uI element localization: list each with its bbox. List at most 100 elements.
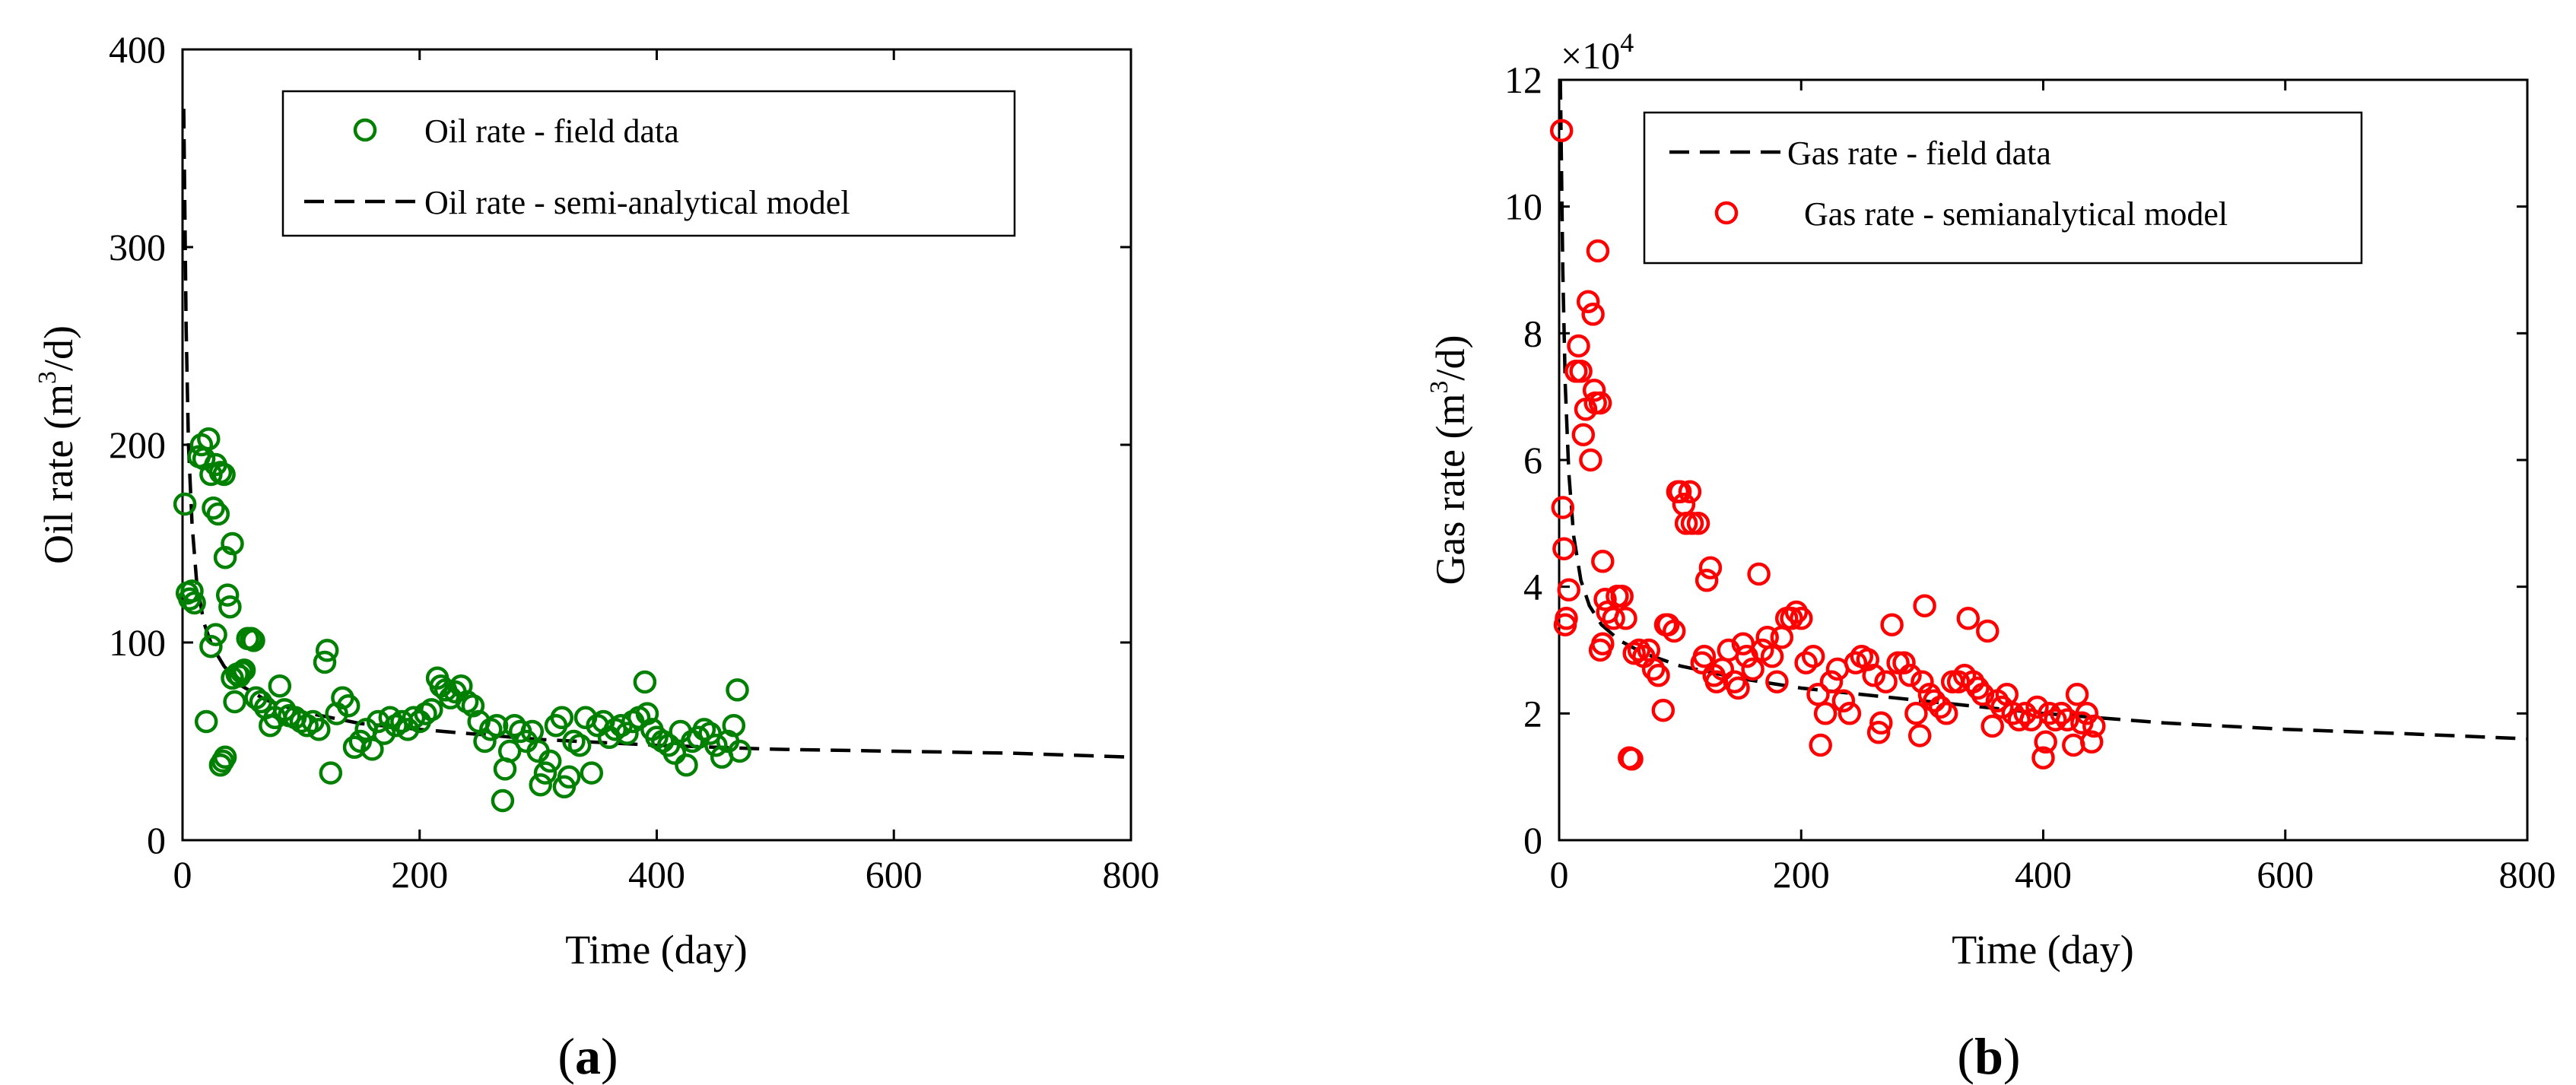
data-point-b-9 — [1571, 423, 1596, 446]
y-tick-label-a-3: 300 — [109, 226, 166, 268]
legend-marker-oil-field — [353, 118, 377, 142]
data-point-a-47 — [313, 650, 337, 674]
legend-label-gas-model: Gas rate - semianalytical model — [1804, 195, 2228, 233]
data-point-a-21 — [204, 623, 227, 646]
data-point-b-16 — [1586, 239, 1610, 263]
data-point-b-5 — [1557, 578, 1580, 602]
marks-a — [173, 108, 1132, 813]
y-tick-label-b-0: 0 — [1523, 819, 1542, 861]
data-point-b-14 — [1582, 379, 1606, 402]
data-point-b-113 — [2025, 695, 2049, 719]
legend-box-b — [1643, 111, 2363, 265]
data-point-b-70 — [1801, 645, 1825, 668]
data-point-b-81 — [1862, 664, 1885, 687]
data-point-b-110 — [2007, 708, 2031, 731]
data-point-a-6 — [189, 433, 214, 457]
data-point-b-49 — [1698, 556, 1723, 579]
legend-a: Oil rate - field data Oil rate - semi-an… — [281, 90, 1016, 237]
data-point-b-115 — [2034, 730, 2057, 754]
data-point-b-100 — [1956, 607, 1980, 630]
data-point-a-16 — [215, 583, 240, 607]
panel-a: 0 200 400 600 800 0 100 200 300 400 Time (day) Oi… — [33, 28, 1160, 1085]
data-point-b-121 — [2065, 683, 2089, 706]
ticks-b: 0 200 400 600 800 0 2 4 6 8 10 12 — [1504, 59, 2556, 896]
data-point-a-48 — [315, 639, 339, 662]
data-point-a-49 — [319, 761, 343, 785]
data-point-b-12 — [1579, 448, 1602, 472]
data-point-b-21 — [1591, 632, 1615, 655]
x-tick-label-b-1: 200 — [1773, 853, 1830, 896]
data-point-a-103 — [615, 722, 639, 745]
data-point-b-18 — [1591, 550, 1615, 573]
y-tick-label-b-2: 4 — [1523, 566, 1542, 608]
y-axis-label-a: Oil rate (m3/d) — [33, 325, 81, 564]
y-tick-label-b-5: 10 — [1504, 186, 1542, 228]
data-point-b-30 — [1627, 638, 1651, 662]
data-point-b-19 — [1593, 588, 1617, 611]
data-point-b-4 — [1555, 607, 1578, 630]
data-point-b-91 — [1911, 670, 1934, 693]
data-point-b-85 — [1880, 613, 1904, 636]
x-tick-label-a-4: 800 — [1103, 853, 1160, 896]
data-point-b-68 — [1790, 607, 1813, 630]
exponent-label-b: ×104 — [1561, 27, 1634, 77]
data-point-b-43 — [1678, 480, 1702, 503]
y-tick-label-b-4: 8 — [1523, 312, 1542, 354]
data-point-b-25 — [1610, 584, 1634, 608]
data-point-a-39 — [268, 674, 292, 698]
data-point-b-87 — [1892, 651, 1916, 674]
data-point-b-11 — [1576, 290, 1600, 313]
data-point-b-28 — [1620, 747, 1644, 771]
data-point-b-1 — [1551, 496, 1575, 519]
y-tick-label-b-1: 2 — [1523, 692, 1542, 734]
x-tick-label-a-2: 400 — [628, 853, 685, 896]
x-tick-label-b-0: 0 — [1550, 853, 1569, 896]
data-point-b-89 — [1904, 702, 1928, 725]
data-point-a-8 — [197, 427, 221, 451]
data-point-b-92 — [1913, 594, 1936, 617]
data-point-b-118 — [2050, 702, 2073, 725]
data-point-a-66 — [420, 698, 443, 722]
data-point-b-8 — [1569, 360, 1593, 383]
data-point-b-2 — [1552, 537, 1576, 560]
data-point-b-83 — [1869, 711, 1893, 735]
y-tick-label-a-4: 400 — [109, 28, 166, 71]
legend-box-a — [281, 90, 1016, 237]
data-point-a-93 — [557, 765, 581, 789]
series-line-b-0 — [1558, 79, 2528, 741]
data-point-b-69 — [1794, 651, 1818, 674]
data-point-a-14 — [212, 462, 236, 487]
data-point-b-71 — [1806, 683, 1830, 706]
data-point-a-15 — [213, 545, 237, 569]
legend-marker-gas-model — [1714, 201, 1739, 225]
caption-a: (a) — [557, 1027, 618, 1085]
data-point-a-76 — [473, 729, 497, 753]
ticks-a: 0 200 400 600 800 0 100 200 300 400 — [109, 28, 1160, 896]
data-point-b-0 — [1549, 119, 1574, 142]
data-point-a-3 — [180, 579, 204, 603]
data-point-b-114 — [2031, 746, 2055, 769]
data-point-b-123 — [2075, 702, 2099, 725]
x-tick-label-a-1: 200 — [391, 853, 448, 896]
data-point-b-55 — [1726, 676, 1750, 700]
data-point-b-125 — [2082, 714, 2106, 738]
data-point-b-62 — [1760, 645, 1784, 668]
data-point-a-0 — [173, 492, 197, 516]
data-point-b-90 — [1907, 724, 1932, 747]
data-point-a-119 — [704, 733, 728, 757]
data-point-b-66 — [1780, 607, 1803, 630]
data-point-b-67 — [1784, 600, 1809, 624]
caption-b: (b) — [1957, 1027, 2020, 1085]
data-point-b-95 — [1928, 695, 1952, 719]
panel-b: 0 200 400 600 800 0 2 4 6 8 10 12 ×104 Time (day) G… — [1425, 27, 2556, 1085]
data-point-b-84 — [1874, 670, 1898, 693]
data-point-a-95 — [567, 733, 592, 757]
y-tick-label-a-2: 200 — [109, 424, 166, 466]
marks-b — [1549, 79, 2528, 771]
data-point-a-18 — [221, 531, 244, 556]
data-point-a-35 — [249, 690, 273, 714]
data-point-b-104 — [1976, 619, 1999, 643]
y-axis-label-b: Gas rate (m3/d) — [1425, 335, 1473, 585]
y-tick-label-a-1: 100 — [109, 621, 166, 664]
